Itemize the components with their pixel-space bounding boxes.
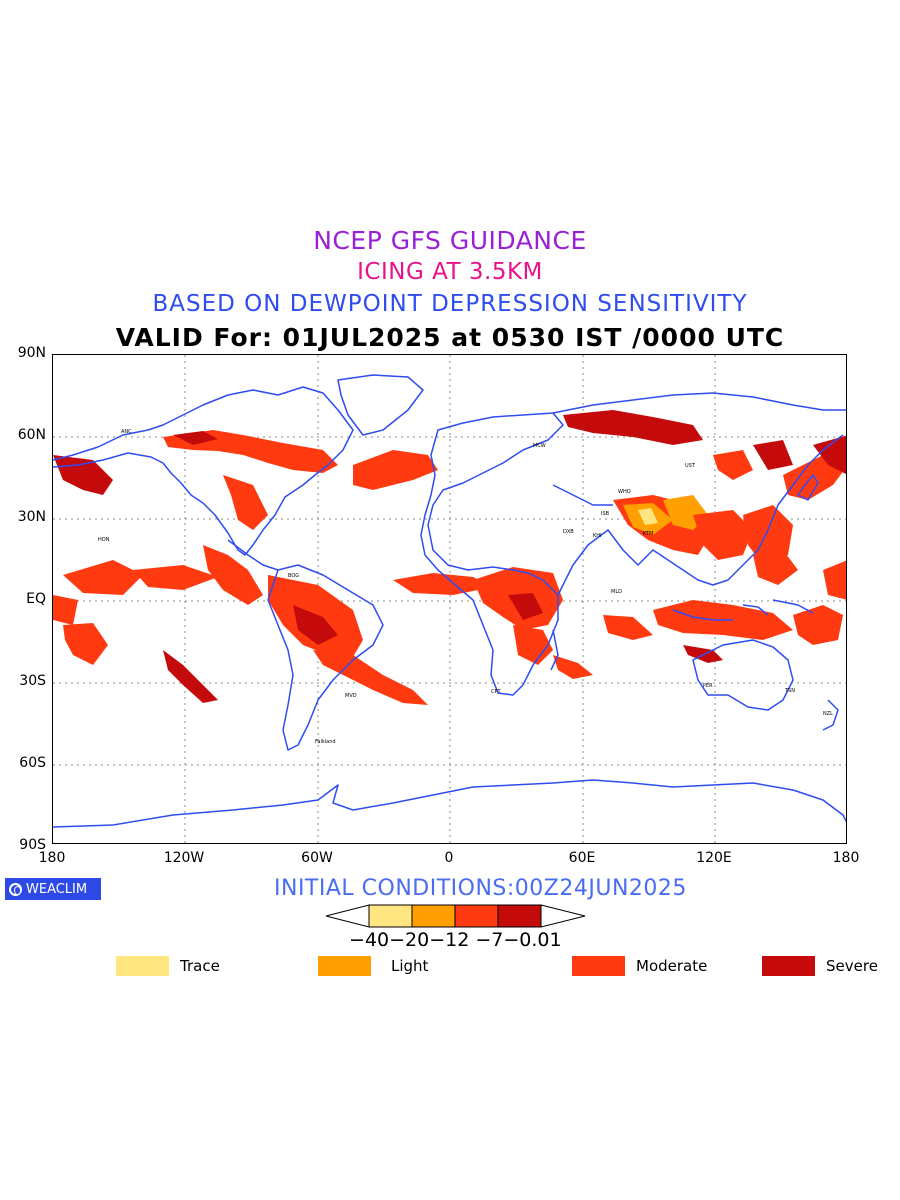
lat-label-30n: 30N [17,509,46,525]
station-label-mvd: MVD [345,693,357,699]
lon-label-180w: 180 [38,850,66,866]
legend-swatch-trace [116,956,169,976]
legend-label-trace: Trace [180,957,220,975]
station-label-nzl: NZL [823,711,833,717]
legend-swatch-moderate [572,956,625,976]
station-label-hon: HON [98,537,110,543]
station-label-anc: ANC [121,429,132,435]
lon-label-180e: 180 [832,850,860,866]
station-label-mcw: MCW [533,443,546,449]
legend-swatch-light [318,956,371,976]
lon-label-120w: 120W [163,850,205,866]
colorbar-moderate [454,904,499,928]
world-map: ANC MCW WHO UST HON ISB KTM MLD DXB KHI CPT BOG MVD F… [52,354,847,844]
colorbar-trace [368,904,413,928]
initial-conditions: INITIAL CONDITIONS:00Z24JUN2025 [274,876,687,901]
weaclim-logo: WEACLIM [5,878,101,900]
colorbar-severe [497,904,542,928]
logo-text: WEACLIM [26,881,88,897]
lat-label-90s: 90S [19,837,46,853]
lon-label-60w: 60W [301,850,333,866]
station-label-tsn: TSN [784,688,795,694]
colorbar-arrow-left [325,904,370,928]
title-valid-time: VALID For: 01JUL2025 at 0530 IST /0000 U… [115,323,785,352]
station-label-bog: BOG [288,573,299,579]
station-label-ust: UST [685,463,696,469]
lat-label-eq: EQ [26,591,46,607]
lat-label-60s: 60S [19,755,46,771]
station-label-per: PER [703,683,713,689]
station-label-isb: ISB [601,511,610,517]
lon-label-0: 0 [444,850,454,866]
legend-swatch-severe [762,956,815,976]
title-model: NCEP GFS GUIDANCE [313,226,587,255]
colorbar-tick-labels: −40−20−12 −7−0.01 [349,929,562,951]
station-label-dxb: DXB [563,529,574,535]
station-label-falkland: Falkland [315,739,336,745]
lat-label-90n: 90N [17,345,46,361]
colorbar-light [411,904,456,928]
lat-label-30s: 30S [19,673,46,689]
lon-label-120e: 120E [696,850,732,866]
coastlines [53,374,846,828]
map-canvas: ANC MCW WHO UST HON ISB KTM MLD DXB KHI CPT BOG MVD F… [53,355,846,843]
station-labels: ANC MCW WHO UST HON ISB KTM MLD DXB KHI CPT BOG MVD F… [98,429,833,745]
map-grid [53,355,846,843]
station-label-cpt: CPT [491,689,502,695]
station-label-mld: MLD [611,589,622,595]
legend-label-moderate: Moderate [636,957,708,975]
lat-label-60n: 60N [17,427,46,443]
station-label-who: WHO [618,489,631,495]
legend-label-light: Light [391,957,429,975]
station-label-ktm: KTM [643,531,653,537]
colorbar-arrow-right [540,904,586,928]
lon-label-60e: 60E [568,850,596,866]
legend-label-severe: Severe [826,957,878,975]
logo-icon [9,882,22,896]
title-method: BASED ON DEWPOINT DEPRESSION SENSITIVITY [152,291,748,317]
icing-areas [53,410,846,705]
colorbar [325,904,586,928]
station-label-khi: KHI [593,533,602,539]
title-product: ICING AT 3.5KM [357,259,543,285]
